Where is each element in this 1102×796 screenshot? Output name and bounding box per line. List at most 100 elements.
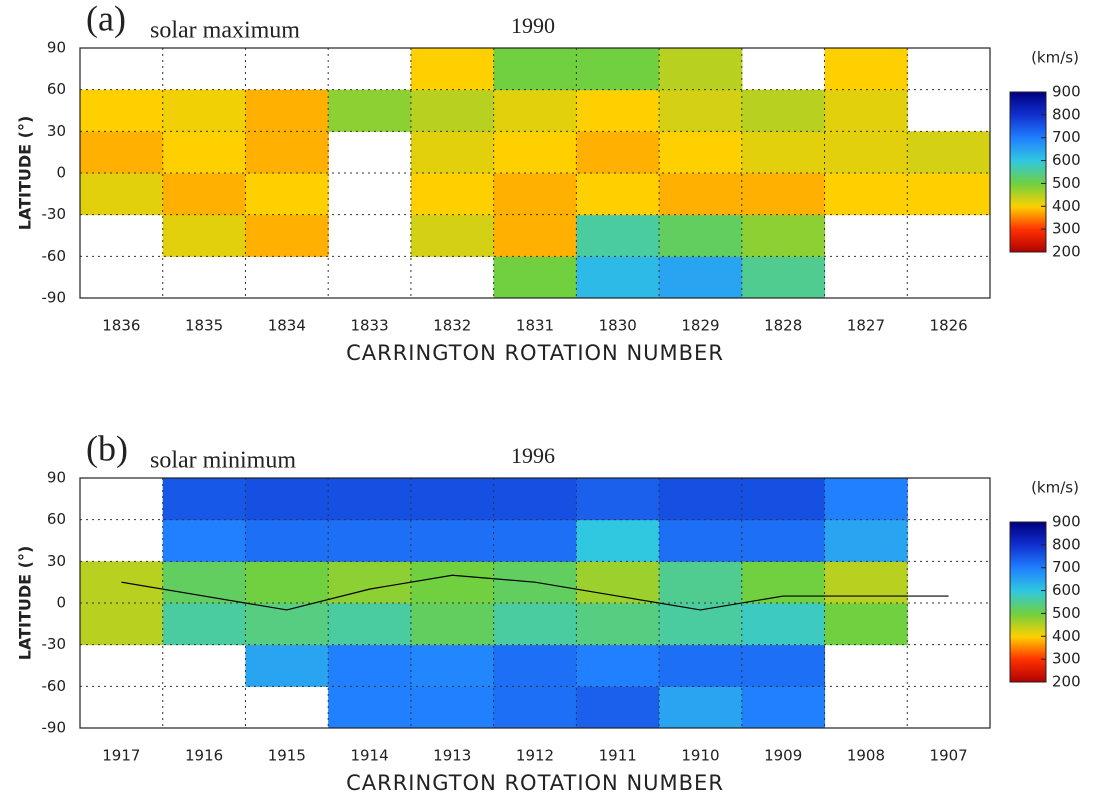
colorbar-segment [1010,246,1046,249]
x-tick-label: 1907 [930,747,968,765]
heat-cell [741,214,826,257]
heat-cell [659,478,743,521]
heat-cell [824,561,908,604]
colorbar-segment [1010,224,1046,227]
colorbar-segment [1010,102,1046,105]
colorbar-segment [1010,604,1046,607]
colorbar-segment [1010,150,1046,153]
colorbar-segment [1010,600,1046,603]
colorbar-segment [1010,642,1046,645]
colorbar-segment [1010,106,1046,109]
heat-cell [659,131,743,174]
x-tick-label: 1911 [599,747,637,765]
heat-cell [493,256,577,299]
y-tick-label: -30 [42,635,67,653]
colorbar-segment [1010,564,1046,567]
colorbar-segment [1010,128,1046,131]
heat-cell [328,89,412,132]
colorbar-segment [1010,124,1046,127]
x-tick-label: 1827 [847,317,885,335]
panel-label: (a) [86,0,126,38]
colorbar-segment [1010,182,1046,185]
colorbar-segment [1010,212,1046,215]
colorbar-segment [1010,546,1046,549]
heat-cell [576,48,660,91]
colorbar-segment [1010,92,1046,95]
x-tick-label: 1832 [433,317,471,335]
colorbar-segment [1010,592,1046,595]
colorbar-segment [1010,162,1046,165]
heat-cell [824,478,908,521]
colorbar-segment [1010,558,1046,561]
colorbar-segment [1010,202,1046,205]
heat-cell [659,256,743,299]
colorbar-segment [1010,176,1046,179]
heat-cell [80,173,164,216]
colorbar-segment [1010,582,1046,585]
y-axis-label: LATITUDE (°) [16,546,35,661]
x-tick-label: 1836 [102,317,140,335]
colorbar-segment [1010,164,1046,167]
heat-cell [493,644,577,687]
colorbar-segment [1010,668,1046,671]
colorbar-segment [1010,98,1046,101]
colorbar-segment [1010,230,1046,233]
colorbar-tick-label: 200 [1052,673,1081,691]
heat-cell [245,519,329,562]
heat-cell [328,686,412,729]
x-tick-label: 1915 [268,747,306,765]
colorbar-segment [1010,112,1046,115]
colorbar-segment [1010,110,1046,113]
heat-cell [659,561,743,604]
colorbar-segment [1010,220,1046,223]
heat-cell [493,131,577,174]
heat-cell [328,644,412,687]
colorbar-segment [1010,240,1046,243]
colorbar-segment [1010,652,1046,655]
colorbar-segment [1010,548,1046,551]
colorbar-segment [1010,628,1046,631]
heat-cell [576,561,660,604]
colorbar-segment [1010,96,1046,99]
heat-cell [162,173,246,216]
colorbar-segment [1010,216,1046,219]
x-tick-label: 1909 [764,747,802,765]
heat-cell [824,48,908,91]
x-tick-label: 1831 [516,317,554,335]
colorbar-segment [1010,656,1046,659]
heat-cell [741,603,826,646]
colorbar-segment [1010,104,1046,107]
colorbar-segment [1010,554,1046,557]
colorbar-segment [1010,640,1046,643]
colorbar-segment [1010,598,1046,601]
colorbar-segment [1010,594,1046,597]
x-tick-label: 1908 [847,747,885,765]
colorbar-segment [1010,666,1046,669]
heat-cell [162,131,246,174]
colorbar-segment [1010,622,1046,625]
heat-cell [741,173,826,216]
y-tick-label: -90 [42,719,67,737]
colorbar-segment [1010,588,1046,591]
heat-cell [824,131,908,174]
colorbar-segment [1010,166,1046,169]
x-tick-label: 1834 [268,317,306,335]
colorbar-segment [1010,194,1046,197]
colorbar-segment [1010,522,1046,525]
colorbar-segment [1010,126,1046,129]
colorbar-segment [1010,148,1046,151]
heat-cell [741,478,826,521]
colorbar-segment [1010,118,1046,121]
heat-cell [741,519,826,562]
subtitle: solar minimum [150,448,296,474]
colorbar-segment [1010,234,1046,237]
colorbar-segment [1010,618,1046,621]
heat-cell [162,561,246,604]
heat-cell [493,48,577,91]
colorbar-tick-label: 700 [1052,558,1081,576]
colorbar-segment [1010,180,1046,183]
colorbar-tick-label: 200 [1052,243,1081,261]
x-tick-label: 1828 [764,317,802,335]
colorbar-tick-label: 500 [1052,604,1081,622]
